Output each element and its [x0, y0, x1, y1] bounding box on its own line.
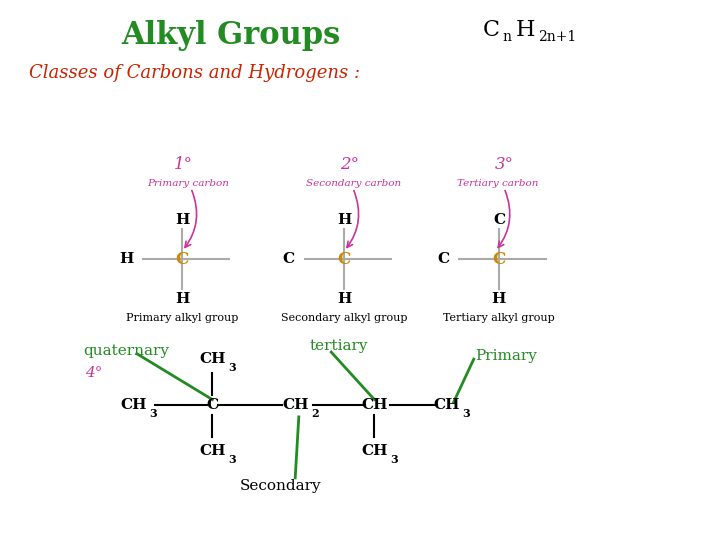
Text: Alkyl Groups: Alkyl Groups [121, 19, 340, 51]
Text: 3: 3 [228, 454, 236, 465]
Text: 3°: 3° [495, 156, 513, 173]
Text: H: H [337, 213, 351, 227]
Text: C: C [283, 252, 294, 266]
Text: CH: CH [361, 444, 388, 458]
Text: C: C [176, 251, 189, 268]
Text: CH: CH [120, 398, 147, 412]
Text: Tertiary alkyl group: Tertiary alkyl group [443, 313, 555, 322]
Text: 3: 3 [228, 362, 236, 373]
Text: Primary alkyl group: Primary alkyl group [126, 313, 238, 322]
Text: H: H [492, 292, 506, 306]
Text: H: H [175, 213, 189, 227]
Text: Secondary: Secondary [240, 479, 322, 493]
Text: 2n+1: 2n+1 [539, 30, 577, 44]
Text: H: H [175, 292, 189, 306]
Text: C: C [338, 251, 351, 268]
Text: 2°: 2° [340, 156, 359, 173]
Text: C: C [493, 213, 505, 227]
Text: 1°: 1° [174, 156, 193, 173]
Text: H: H [516, 19, 536, 40]
Text: Primary carbon: Primary carbon [148, 179, 230, 188]
Text: Secondary alkyl group: Secondary alkyl group [281, 313, 408, 322]
Text: 4°: 4° [85, 366, 102, 380]
Text: CH: CH [199, 352, 226, 366]
Text: C: C [492, 251, 505, 268]
Text: CH: CH [433, 398, 460, 412]
Text: Secondary carbon: Secondary carbon [306, 179, 401, 188]
Text: quaternary: quaternary [83, 344, 168, 358]
Text: Primary: Primary [475, 349, 537, 363]
Text: CH: CH [282, 398, 309, 412]
Text: C: C [207, 398, 218, 412]
Text: Tertiary carbon: Tertiary carbon [457, 179, 539, 188]
Text: H: H [120, 252, 134, 266]
Text: 3: 3 [149, 408, 157, 419]
Text: 2: 2 [311, 408, 319, 419]
Text: CH: CH [199, 444, 226, 458]
Text: Classes of Carbons and Hydrogens :: Classes of Carbons and Hydrogens : [29, 64, 360, 82]
Text: 3: 3 [390, 454, 398, 465]
Text: CH: CH [361, 398, 387, 412]
Text: n: n [503, 30, 512, 44]
Text: C: C [482, 19, 500, 40]
Text: C: C [438, 252, 449, 266]
Text: 3: 3 [462, 408, 470, 419]
Text: tertiary: tertiary [310, 339, 368, 353]
Text: H: H [337, 292, 351, 306]
